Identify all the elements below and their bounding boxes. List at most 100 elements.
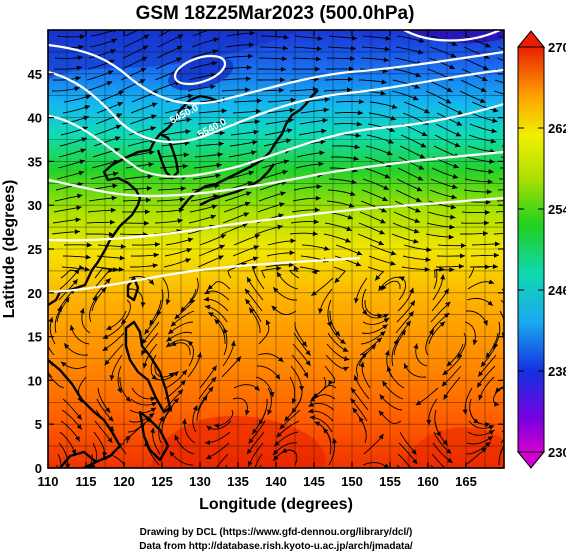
streamline-arrow — [381, 207, 387, 213]
streamline-arrow — [84, 266, 90, 272]
streamline-arrow — [485, 199, 491, 205]
x-tick-label: 150 — [341, 474, 363, 489]
streamline-arrow — [460, 243, 466, 249]
height-contour-2 — [48, 68, 504, 144]
streamline-arrow — [483, 220, 489, 226]
streamline-arrow — [494, 401, 500, 407]
streamline-arrow — [481, 76, 488, 82]
streamline-arrow — [492, 107, 499, 113]
streamline — [497, 46, 504, 50]
streamline-arrow — [408, 311, 414, 317]
streamline-arrow — [482, 231, 488, 237]
streamline-arrow — [279, 77, 285, 83]
streamline-arrow — [148, 279, 154, 285]
streamline-arrow — [142, 362, 148, 369]
x-tick-label: 135 — [227, 474, 249, 489]
streamline-arrow — [280, 66, 286, 72]
streamline-arrow — [247, 181, 253, 186]
streamline-arrow — [112, 183, 118, 189]
streamline-arrow — [77, 55, 83, 61]
streamline-arrow — [207, 284, 213, 290]
streamline-arrow — [144, 209, 150, 215]
streamline-arrow — [267, 409, 273, 415]
streamline-arrow — [170, 321, 177, 327]
streamline-arrow — [315, 56, 321, 62]
streamline-arrow — [177, 218, 183, 224]
streamline-arrow — [203, 296, 210, 302]
streamline-arrow — [142, 45, 149, 51]
streamline-arrow — [281, 56, 287, 62]
streamline-arrow — [378, 240, 384, 246]
streamline-arrow — [486, 352, 491, 358]
streamline-arrow — [117, 102, 123, 107]
streamline-arrow — [381, 79, 387, 85]
streamline-arrow — [204, 304, 211, 310]
streamline-arrow — [214, 423, 220, 429]
streamline-arrow — [185, 129, 191, 135]
coastline-luzon — [124, 320, 172, 414]
streamline-arrow — [391, 104, 398, 109]
height-contour-6 — [48, 256, 361, 294]
streamline-arrow — [486, 189, 492, 195]
streamline-arrow — [244, 201, 251, 207]
streamline-arrow — [285, 138, 292, 144]
streamline-arrow — [480, 98, 486, 103]
x-tick-label: 130 — [189, 474, 211, 489]
colorbar-tick-label: 262 — [548, 121, 566, 136]
streamline-arrow — [413, 238, 419, 244]
streamline-arrow — [458, 263, 464, 269]
streamline-arrow — [252, 256, 259, 262]
streamline-arrow — [443, 288, 449, 295]
streamline-arrow — [418, 38, 425, 43]
streamline-arrow — [151, 114, 157, 120]
streamline-arrow — [243, 212, 250, 218]
streamline-arrow — [211, 204, 218, 210]
streamline-arrow — [415, 400, 422, 406]
streamline-arrow — [393, 339, 399, 345]
streamline-arrow — [176, 57, 182, 63]
streamline-arrow — [79, 308, 85, 314]
streamline-arrow — [405, 320, 411, 327]
streamline-arrow — [249, 30, 255, 36]
streamline-arrow — [92, 295, 98, 302]
streamline-arrow — [445, 98, 452, 104]
streamline-arrow — [204, 440, 210, 446]
y-axis-label: Latitude (degrees) — [1, 180, 18, 319]
streamline-arrow — [478, 371, 484, 377]
streamline-arrow — [217, 152, 223, 158]
streamline-arrow — [180, 186, 186, 192]
streamline-arrow — [165, 299, 171, 305]
streamline-arrow — [384, 173, 391, 179]
streamline — [397, 453, 412, 468]
streamline-arrow — [208, 312, 214, 318]
streamline-arrow — [424, 108, 430, 114]
streamline — [499, 310, 504, 338]
height-contour-low — [173, 54, 227, 86]
streamline-arrow — [255, 108, 261, 114]
streamline-arrow — [121, 318, 127, 325]
streamline-arrow — [211, 72, 217, 78]
streamline-arrow — [273, 455, 279, 461]
x-tick-label: 115 — [76, 474, 97, 489]
streamline-arrow — [180, 306, 186, 312]
streamline-arrow — [148, 413, 155, 419]
streamline-arrow — [334, 330, 340, 337]
streamline-arrow — [509, 320, 514, 325]
streamline-arrow — [332, 438, 338, 444]
streamline-arrow — [442, 439, 448, 446]
streamline-arrow — [220, 119, 226, 125]
streamline-arrow — [85, 254, 91, 260]
streamline-arrow — [346, 87, 352, 93]
x-tick-label: 160 — [417, 474, 439, 489]
streamline-arrow — [120, 244, 126, 250]
streamline-arrow — [274, 440, 280, 447]
streamline-arrow — [242, 222, 248, 228]
streamline-arrow — [485, 42, 491, 48]
colorbar-tick-label: 238 — [548, 364, 566, 379]
streamline-arrow — [484, 422, 491, 428]
streamline-arrow — [149, 319, 155, 326]
streamline-arrow — [379, 394, 385, 400]
streamline-arrow — [492, 264, 498, 270]
streamline-arrow — [248, 42, 254, 48]
streamline-arrow — [278, 87, 284, 93]
